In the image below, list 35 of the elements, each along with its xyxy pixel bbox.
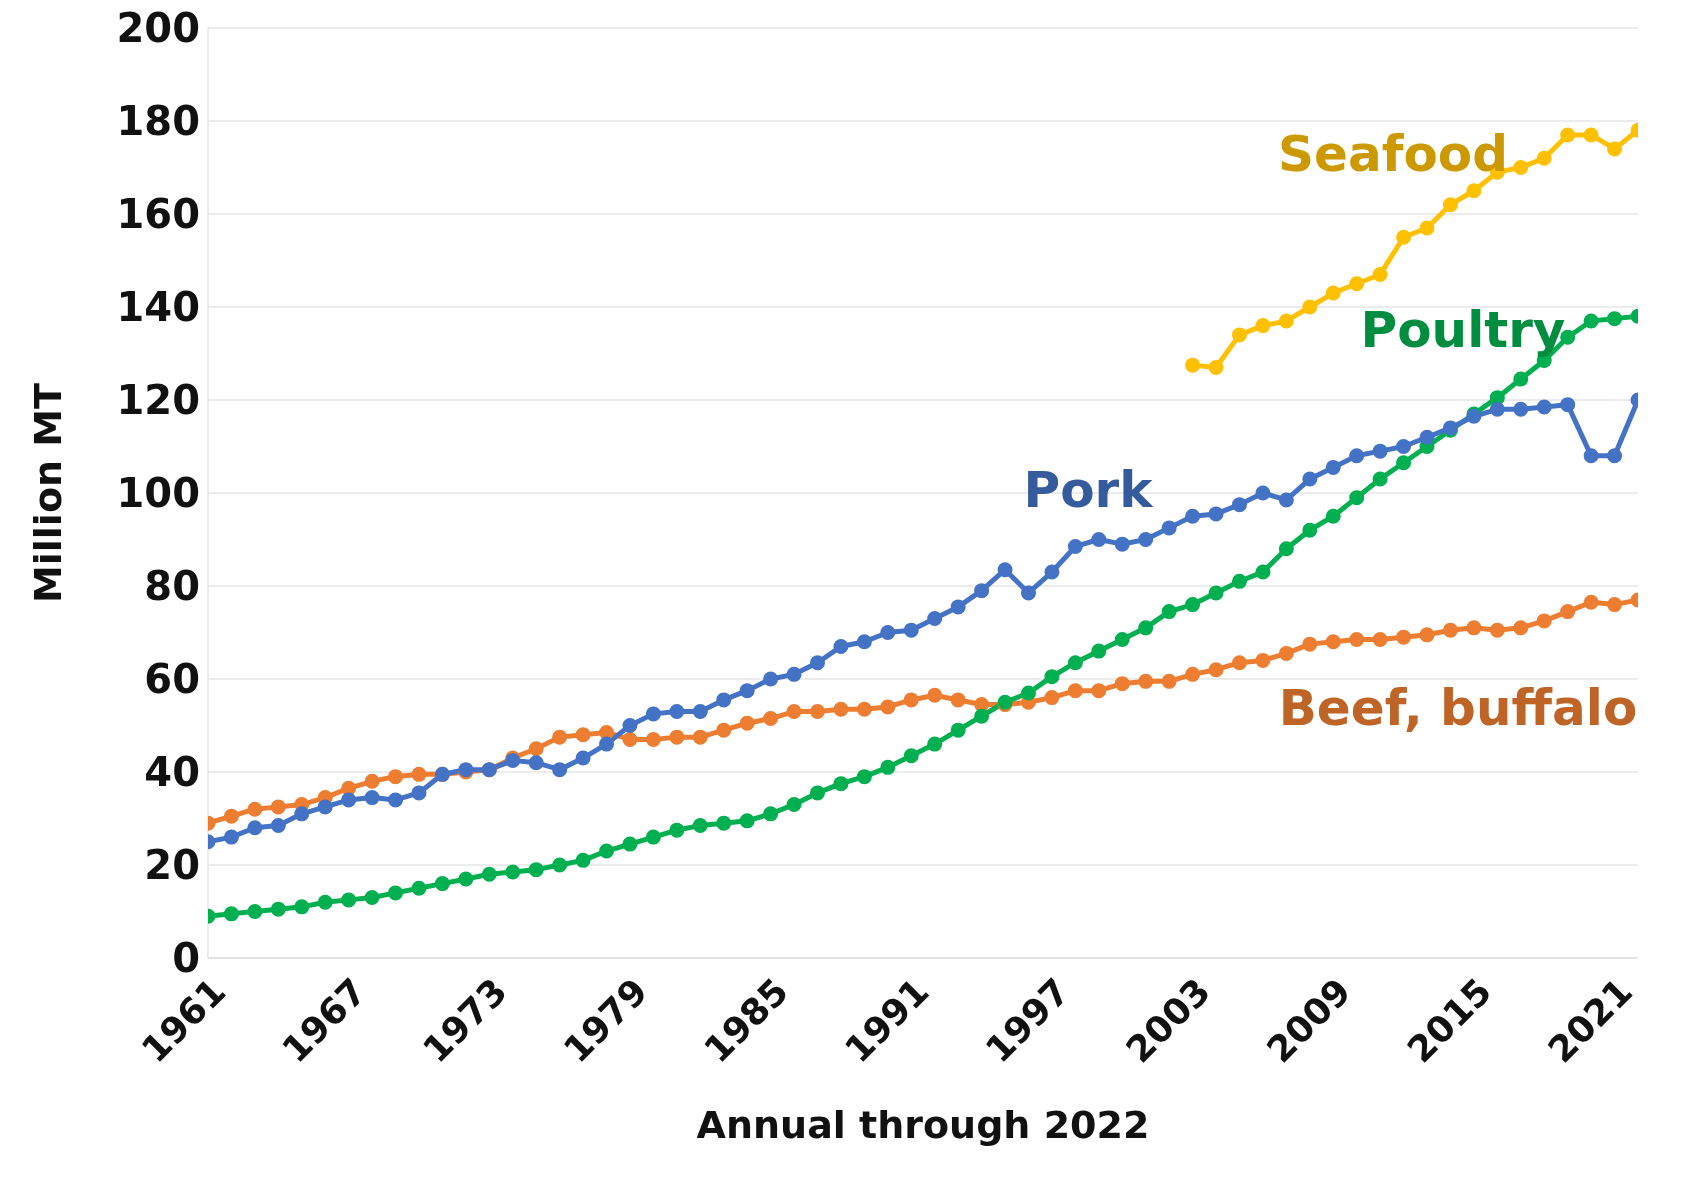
point xyxy=(1302,299,1318,315)
y-tick-label: 160 xyxy=(116,191,200,238)
y-tick-label: 60 xyxy=(144,656,200,703)
y-tick-label: 200 xyxy=(116,5,200,52)
series-label: Beef, buffalo xyxy=(1278,679,1638,737)
y-tick-label: 140 xyxy=(116,284,200,331)
y-tick-label: 0 xyxy=(172,935,200,982)
point xyxy=(1396,229,1412,245)
point xyxy=(1278,313,1294,329)
point xyxy=(1208,359,1224,375)
y-tick-label: 80 xyxy=(144,563,200,610)
point xyxy=(1536,150,1552,166)
series-label: Pork xyxy=(1023,461,1153,519)
y-axis-title: Million MT xyxy=(26,382,71,604)
point xyxy=(1466,183,1482,199)
y-tick-label: 20 xyxy=(144,842,200,889)
point xyxy=(1231,327,1247,343)
point xyxy=(1442,197,1458,213)
point xyxy=(1349,276,1365,292)
series-label: Seafood xyxy=(1278,125,1508,183)
point xyxy=(1513,160,1529,175)
point xyxy=(1560,127,1576,143)
point xyxy=(1419,220,1435,236)
series-label: Poultry xyxy=(1360,301,1566,359)
point xyxy=(1583,127,1599,143)
x-axis-title: Annual through 2022 xyxy=(696,1103,1150,1147)
point xyxy=(1185,357,1201,373)
point xyxy=(1607,141,1623,157)
y-tick-label: 40 xyxy=(144,749,200,796)
y-tick-label: 180 xyxy=(116,98,200,145)
point xyxy=(1372,266,1388,282)
y-tick-label: 120 xyxy=(116,377,200,424)
y-tick-label: 100 xyxy=(116,470,200,517)
point xyxy=(1325,285,1341,301)
point xyxy=(1255,318,1271,334)
